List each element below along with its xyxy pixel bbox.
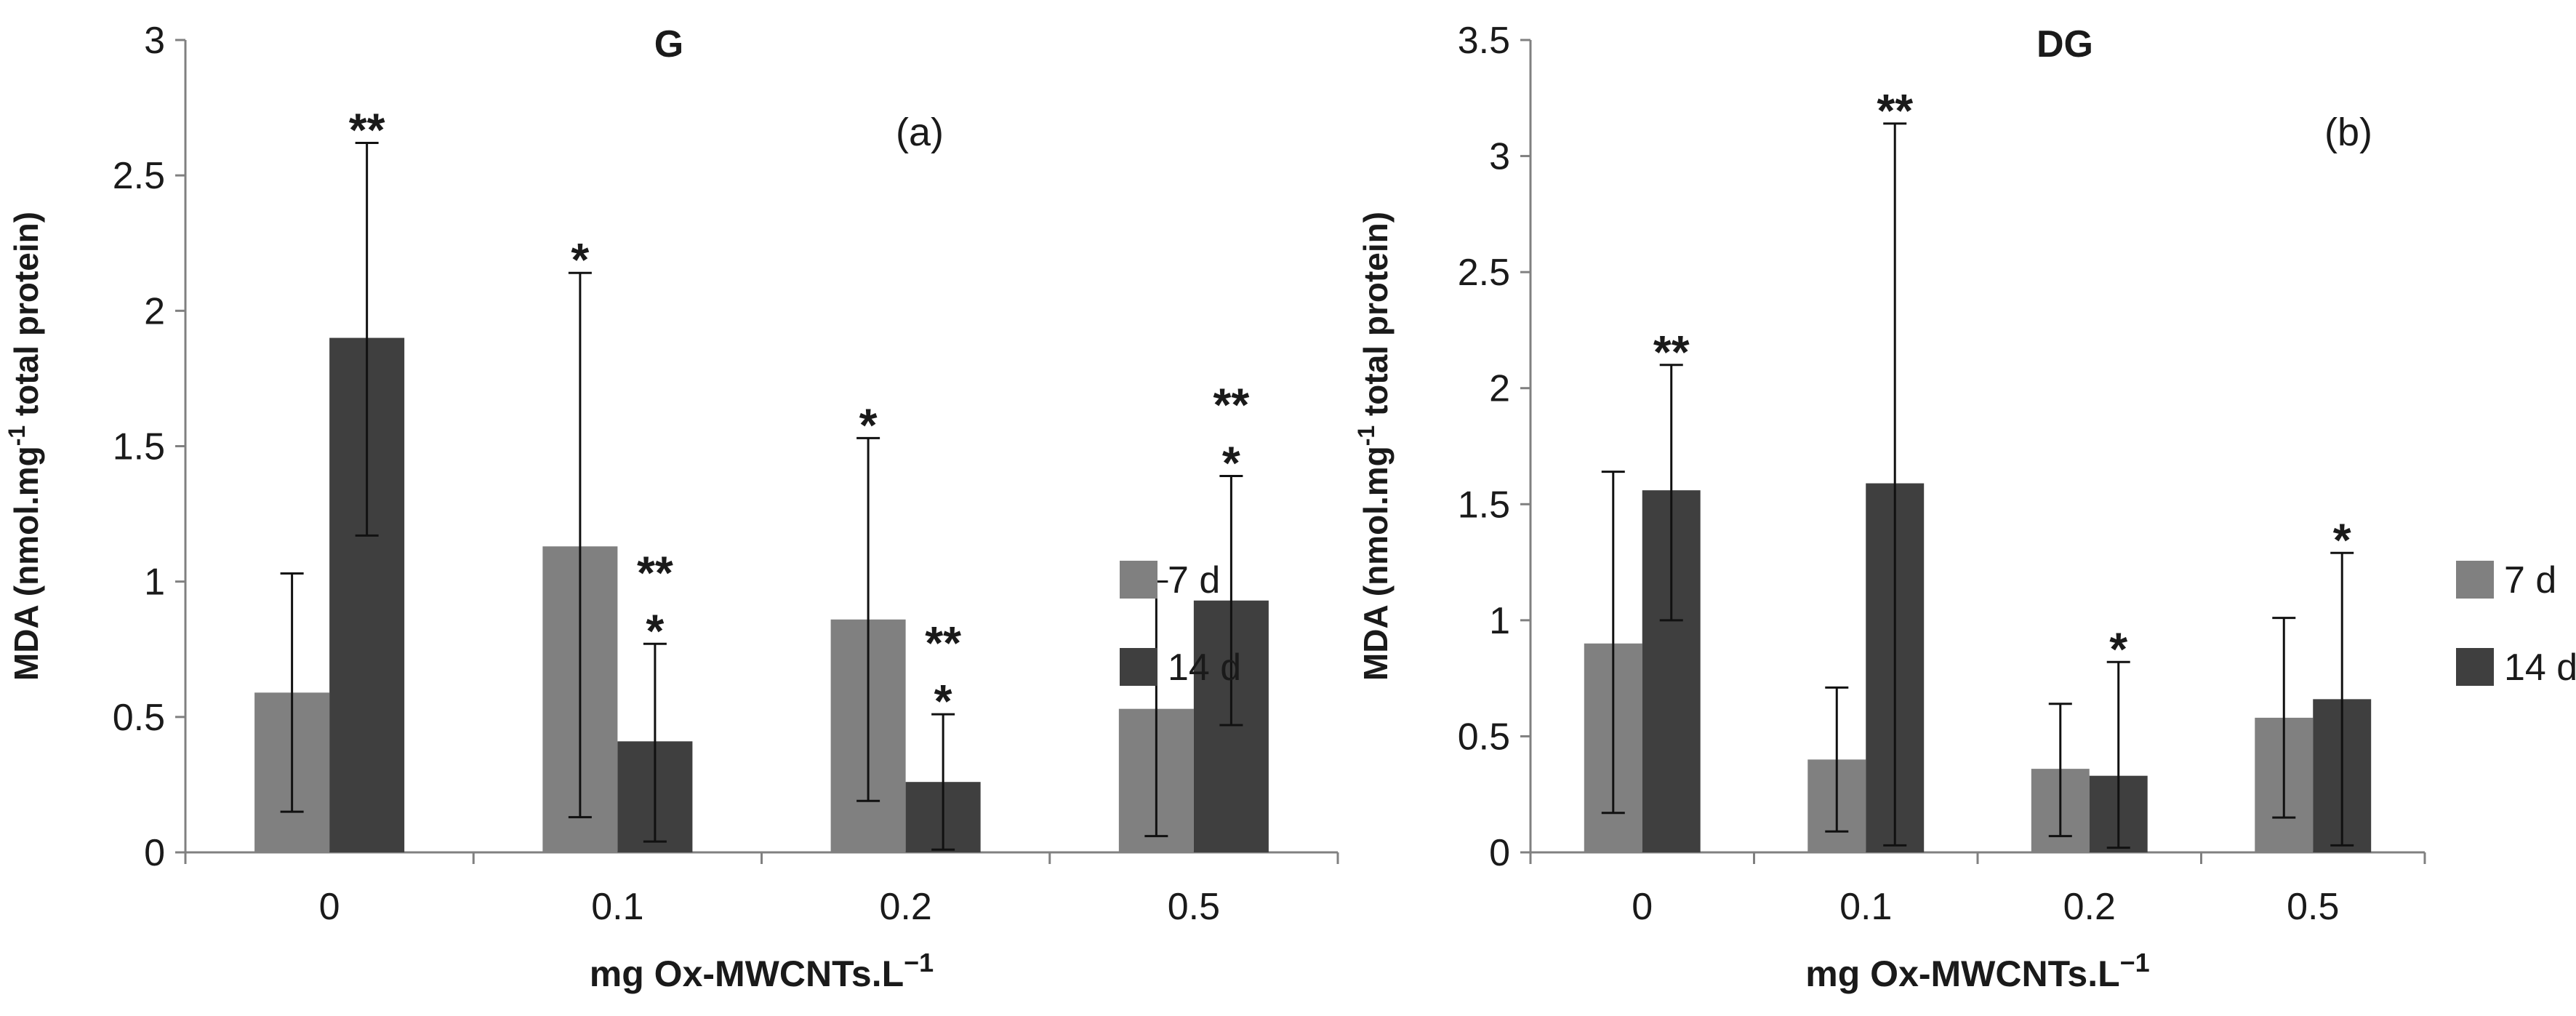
chart-1-significance-mark: ** bbox=[1653, 326, 1690, 378]
chart-0-significance-mark: * bbox=[859, 399, 878, 451]
chart-1-y-tick-label: 0.5 bbox=[1458, 716, 1510, 758]
chart-0-significance-mark: ** bbox=[925, 617, 961, 669]
chart-1-legend-label: 7 d bbox=[2504, 559, 2556, 601]
chart-0-x-tick-label: 0.1 bbox=[591, 886, 643, 928]
chart-1-title: DG bbox=[2037, 23, 2093, 65]
chart-0-y-tick-label: 3 bbox=[144, 20, 165, 62]
chart-1-y-label: MDA (nmol.mg-1 total protein) bbox=[1353, 212, 1395, 681]
chart-0-legend-swatch-7d bbox=[1120, 561, 1157, 599]
chart-0-x-tick-label: 0 bbox=[319, 886, 340, 928]
chart-1-legend-swatch-7d bbox=[2456, 561, 2494, 599]
chart-0-x-tick-label: 0.2 bbox=[879, 886, 931, 928]
chart-0-legend-label: 14 d bbox=[1168, 647, 1241, 689]
chart-1-significance-mark: * bbox=[2109, 623, 2127, 675]
chart-1-y-tick-label: 2 bbox=[1489, 368, 1510, 410]
chart-1-significance-mark: * bbox=[2333, 513, 2351, 566]
chart-0-legend-swatch-14d bbox=[1120, 648, 1157, 686]
chart-0-significance-mark: ** bbox=[1213, 378, 1249, 431]
chart-0-panel-label: (a) bbox=[896, 111, 944, 154]
chart-0-significance-mark: * bbox=[934, 675, 952, 727]
chart-0-y-tick-label: 1.5 bbox=[113, 426, 165, 468]
chart-1-x-tick-label: 0.5 bbox=[2287, 886, 2339, 928]
chart-1-x-tick-label: 0 bbox=[1632, 886, 1653, 928]
chart-0-y-tick-label: 2 bbox=[144, 290, 165, 332]
chart-g: 00.511.522.530 0.1 0.2 0.5*************G(a)… bbox=[4, 20, 1339, 994]
chart-0-x-tick-label: 0.5 bbox=[1168, 886, 1220, 928]
chart-0-significance-mark: * bbox=[646, 604, 664, 657]
chart-dg: 00.511.522.533.50 0.1 0.2 0.5******DG(b)mg … bbox=[1353, 20, 2576, 994]
chart-1-y-tick-label: 1.5 bbox=[1458, 484, 1510, 526]
chart-1-x-tick-label: 0.2 bbox=[2063, 886, 2116, 928]
chart-0-significance-mark: ** bbox=[349, 103, 385, 156]
chart-1-y-tick-label: 3.5 bbox=[1458, 20, 1510, 62]
chart-0-significance-mark: ** bbox=[637, 546, 673, 599]
chart-0-title: G bbox=[654, 23, 683, 65]
chart-1-y-tick-label: 0 bbox=[1489, 832, 1510, 874]
chart-0-y-tick-label: 0 bbox=[144, 832, 165, 874]
chart-0-y-tick-label: 1 bbox=[144, 561, 165, 604]
chart-0-x-label: mg Ox-MWCNTs.L−1 bbox=[590, 948, 934, 994]
chart-1-x-label: mg Ox-MWCNTs.L−1 bbox=[1805, 948, 2149, 994]
chart-1-legend-label: 14 d bbox=[2504, 647, 2576, 689]
chart-0-y-tick-label: 0.5 bbox=[113, 697, 165, 739]
chart-0-legend-label: 7 d bbox=[1168, 559, 1220, 601]
chart-0-y-tick-label: 2.5 bbox=[113, 155, 165, 197]
chart-0-significance-mark: * bbox=[1222, 436, 1240, 489]
chart-1-significance-mark: ** bbox=[1877, 84, 1913, 137]
chart-1-x-tick-label: 0.1 bbox=[1839, 886, 1892, 928]
chart-0-y-label: MDA (nmol.mg-1 total protein) bbox=[4, 212, 45, 681]
chart-1-legend-swatch-14d bbox=[2456, 648, 2494, 686]
chart-1-y-tick-label: 3 bbox=[1489, 136, 1510, 178]
chart-1-panel-label: (b) bbox=[2324, 111, 2372, 154]
chart-0-significance-mark: * bbox=[571, 233, 589, 286]
chart-1-y-tick-label: 1 bbox=[1489, 600, 1510, 642]
chart-1-y-tick-label: 2.5 bbox=[1458, 252, 1510, 294]
